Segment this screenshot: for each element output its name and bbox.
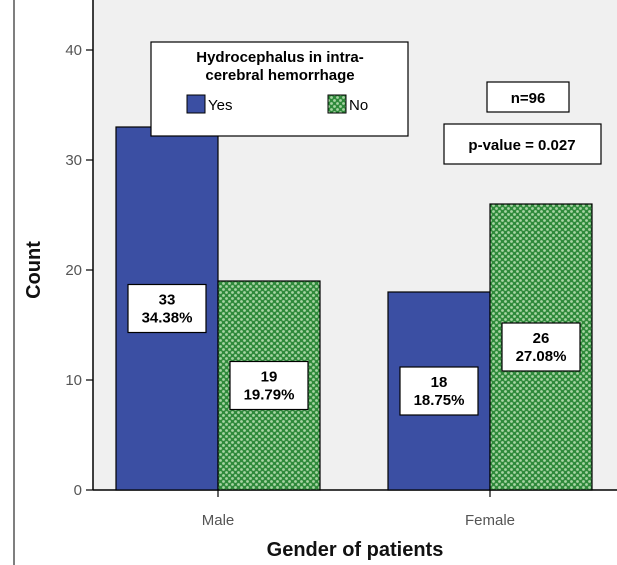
data-label-box (127, 283, 207, 334)
legend-swatch-no (327, 94, 347, 114)
y-tick-label: 0 (74, 482, 82, 499)
n-annotation-box (486, 81, 570, 113)
y-tick-label: 20 (65, 262, 82, 279)
data-label-percent: 18.75% (414, 392, 465, 409)
y-tick-label: 40 (65, 42, 82, 59)
x-tick-label: Female (465, 512, 515, 529)
data-label-percent: 19.79% (244, 387, 295, 404)
data-label-box (501, 322, 581, 372)
n-annotation-text: n=96 (511, 90, 546, 107)
data-label-count: 18 (431, 374, 448, 391)
data-label-count: 26 (533, 330, 550, 347)
legend-swatch-yes (186, 94, 206, 114)
legend-box (150, 41, 409, 137)
legend-title-line-2: cerebral hemorrhage (205, 67, 354, 84)
y-tick-label: 10 (65, 372, 82, 389)
legend-title-line-1: Hydrocephalus in intra- (196, 49, 364, 66)
x-axis-title: Gender of patients (267, 539, 444, 561)
y-axis-title: Count (23, 241, 45, 299)
data-label-count: 19 (261, 369, 278, 386)
data-label-count: 33 (159, 292, 176, 309)
data-label-percent: 27.08% (516, 348, 567, 365)
n-annotation: n=96 (486, 81, 570, 113)
p-value-annotation-box (443, 123, 602, 165)
x-axis-ticks: Male Female (202, 490, 515, 529)
p-value-annotation-text: p-value = 0.027 (468, 137, 575, 154)
legend: Hydrocephalus in intra- cerebral hemorrh… (150, 41, 409, 137)
data-label-box (229, 360, 309, 411)
data-label-percent: 34.38% (142, 310, 193, 327)
data-label-box (399, 366, 479, 416)
y-tick-label: 30 (65, 152, 82, 169)
legend-label-yes: Yes (208, 97, 232, 114)
x-tick-label: Male (202, 512, 235, 529)
p-value-annotation: p-value = 0.027 (443, 123, 602, 165)
legend-label-no: No (349, 97, 368, 114)
y-axis-ticks: 0 10 20 30 40 (65, 42, 93, 499)
